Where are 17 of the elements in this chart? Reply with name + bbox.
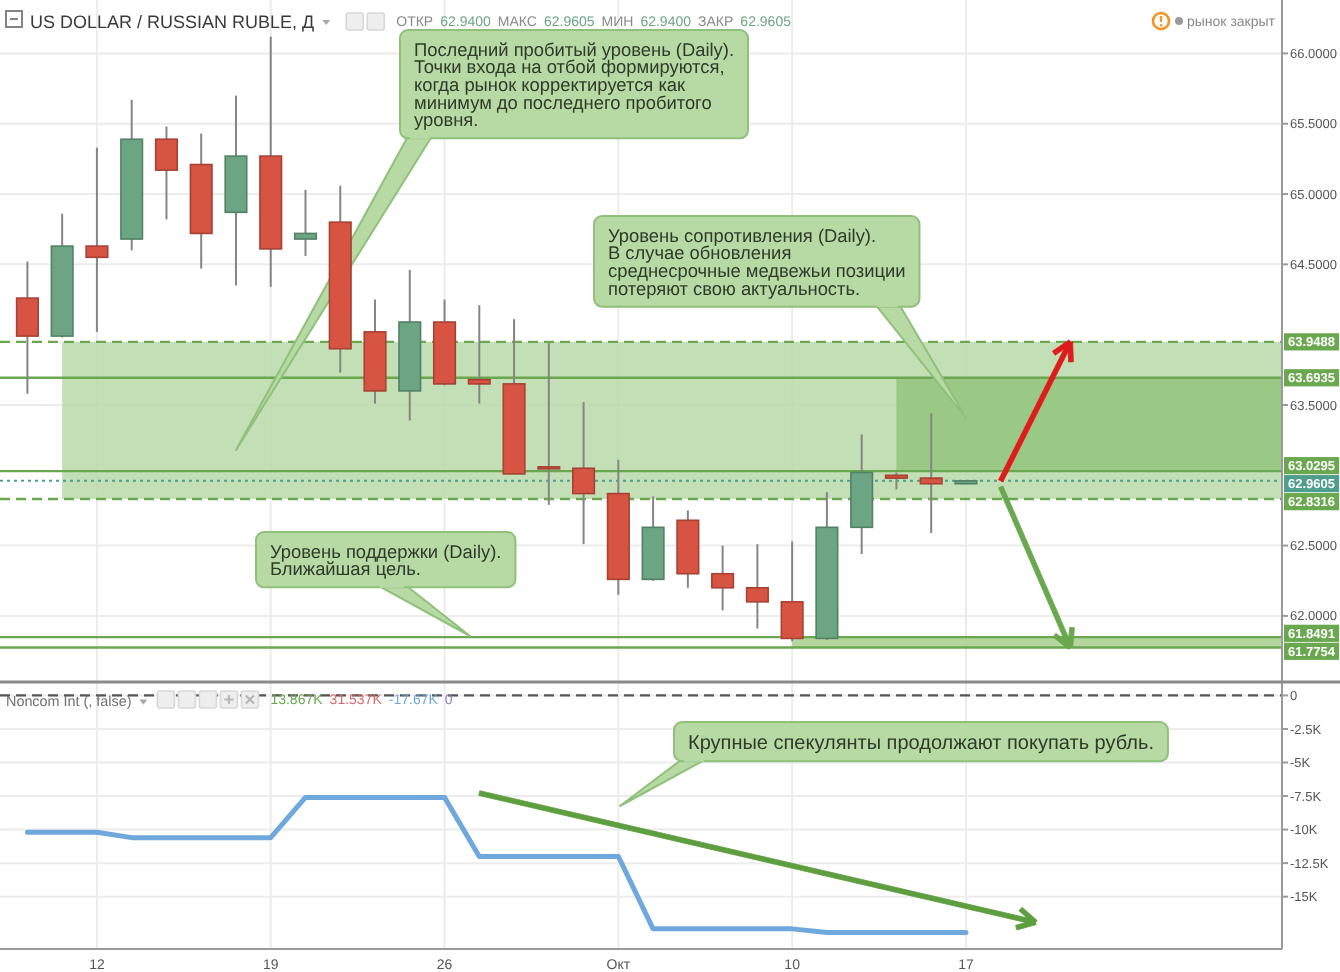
candlestick: [745, 543, 769, 630]
candlestick: [572, 401, 596, 546]
annotation: Крупные спекулянты продолжают покупать рубль.: [688, 733, 1154, 755]
line-series: [24, 794, 969, 935]
candlestick: [711, 544, 735, 612]
candlestick: [467, 304, 491, 405]
annotation: Уровень поддержки (Daily). Ближайшая цель.: [270, 541, 502, 580]
candlestick: [537, 342, 561, 506]
annotation: Уровень сопротивления (Daily). В случае обновления среднесрочные медвежьи позиции потеряют свою актуальность.: [608, 225, 906, 299]
annotation: Последний пробитый уровень (Daily). Точки входа на отбой формируются, когда рынок корректируется как минимум до последнего пробитого уровня.: [414, 39, 735, 131]
candlestick: [293, 188, 318, 257]
candlestick: [15, 260, 39, 395]
text: US DOLLAR / RUSSIAN RUBLE, Д: [30, 12, 315, 32]
candlestick: [780, 540, 804, 643]
candlestick: [154, 125, 179, 221]
candlestick: [85, 146, 109, 333]
candlestick: [919, 412, 943, 534]
